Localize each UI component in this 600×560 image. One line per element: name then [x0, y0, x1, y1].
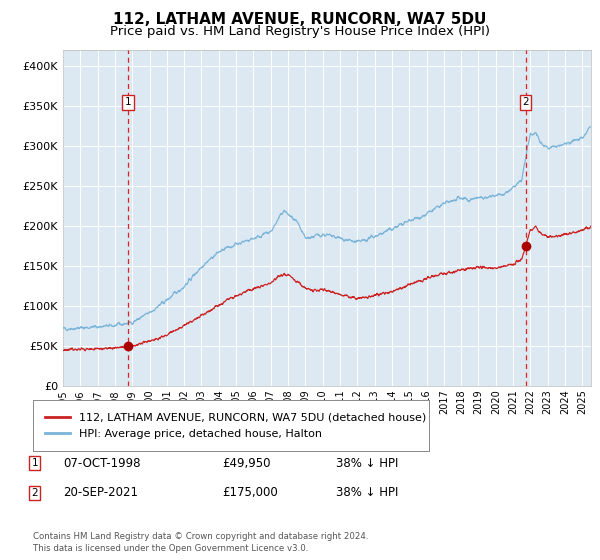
- Text: 38% ↓ HPI: 38% ↓ HPI: [336, 456, 398, 470]
- Text: 20-SEP-2021: 20-SEP-2021: [63, 486, 138, 500]
- Text: 1: 1: [125, 97, 131, 108]
- Text: 2: 2: [522, 97, 529, 108]
- Text: 07-OCT-1998: 07-OCT-1998: [63, 456, 140, 470]
- Text: Contains HM Land Registry data © Crown copyright and database right 2024.
This d: Contains HM Land Registry data © Crown c…: [33, 533, 368, 553]
- Text: Price paid vs. HM Land Registry's House Price Index (HPI): Price paid vs. HM Land Registry's House …: [110, 25, 490, 38]
- Text: 2: 2: [31, 488, 38, 498]
- Text: 112, LATHAM AVENUE, RUNCORN, WA7 5DU: 112, LATHAM AVENUE, RUNCORN, WA7 5DU: [113, 12, 487, 27]
- Text: £175,000: £175,000: [222, 486, 278, 500]
- Text: 38% ↓ HPI: 38% ↓ HPI: [336, 486, 398, 500]
- Text: 1: 1: [31, 458, 38, 468]
- Text: £49,950: £49,950: [222, 456, 271, 470]
- Legend: 112, LATHAM AVENUE, RUNCORN, WA7 5DU (detached house), HPI: Average price, detac: 112, LATHAM AVENUE, RUNCORN, WA7 5DU (de…: [38, 406, 433, 445]
